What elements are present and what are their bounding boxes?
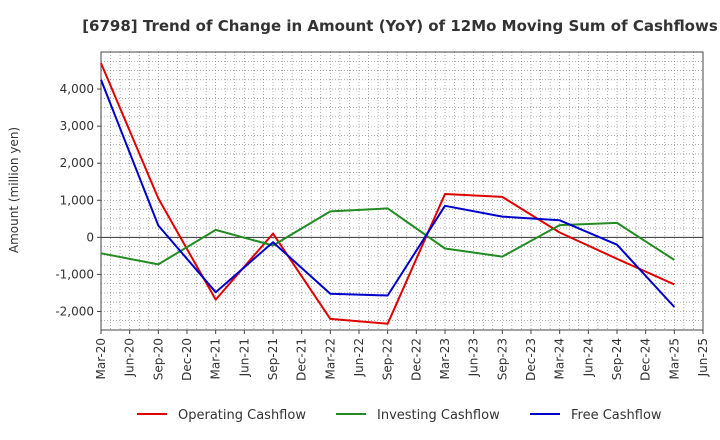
x-tick-label: Dec-23 (524, 338, 538, 381)
x-tick-label: Mar-22 (323, 338, 337, 379)
x-tick-label: Jun-25 (696, 338, 710, 377)
series-line-operating-cashflow (100, 62, 675, 325)
y-tick-label: 2,000 (60, 156, 94, 170)
y-tick-label: 0 (86, 230, 94, 244)
x-tick-label: Sep-24 (610, 338, 624, 380)
series-line-investing-cashflow (100, 207, 675, 266)
grid-lines (101, 51, 703, 331)
x-tick-label: Mar-21 (209, 338, 223, 379)
x-tick-label: Mar-24 (553, 338, 567, 379)
x-tick-label: Jun-21 (237, 338, 251, 377)
series-lines (100, 62, 676, 325)
y-tick-label: 4,000 (60, 82, 94, 96)
x-tick-label: Mar-25 (667, 338, 681, 379)
legend-label: Free Cashflow (571, 408, 662, 423)
y-tick-label: 3,000 (60, 119, 94, 133)
legend-label: Operating Cashflow (178, 408, 306, 423)
y-tick-label: -1,000 (55, 267, 94, 281)
y-tick-label: 1,000 (60, 193, 94, 207)
x-tick-label: Dec-20 (180, 338, 194, 381)
x-tick-label: Jun-24 (581, 338, 595, 377)
y-axis-label: Amount (million yen) (7, 127, 21, 253)
x-tick-label: Mar-20 (94, 338, 108, 379)
x-axis-ticks: Mar-20 Jun-20 Sep-20 Dec-20 Mar-21 Jun-21 Sep-… (94, 330, 710, 381)
x-tick-label: Jun-23 (467, 338, 481, 377)
chart-title: [6798] Trend of Change in Amount (YoY) o… (82, 17, 718, 35)
legend: Operating Cashflow Investing Cashflow Free… (137, 408, 662, 423)
x-tick-label: Dec-22 (409, 338, 423, 381)
y-tick-label: -2,000 (55, 304, 94, 318)
y-axis-ticks: -2,000 -1,000 0 1,000 2,000 3,000 4,000 (55, 82, 101, 318)
series-line-free-cashflow (100, 79, 676, 308)
x-tick-label: Sep-21 (266, 338, 280, 380)
x-tick-label: Sep-20 (151, 338, 165, 380)
plot-frame (100, 51, 704, 331)
x-tick-label: Mar-23 (438, 338, 452, 379)
x-tick-label: Sep-22 (381, 338, 395, 380)
x-tick-label: Sep-23 (495, 338, 509, 380)
x-tick-label: Jun-20 (123, 338, 137, 377)
legend-label: Investing Cashflow (377, 408, 500, 423)
x-tick-label: Dec-21 (295, 338, 309, 381)
x-tick-label: Dec-24 (639, 338, 653, 381)
x-tick-label: Jun-22 (352, 338, 366, 377)
